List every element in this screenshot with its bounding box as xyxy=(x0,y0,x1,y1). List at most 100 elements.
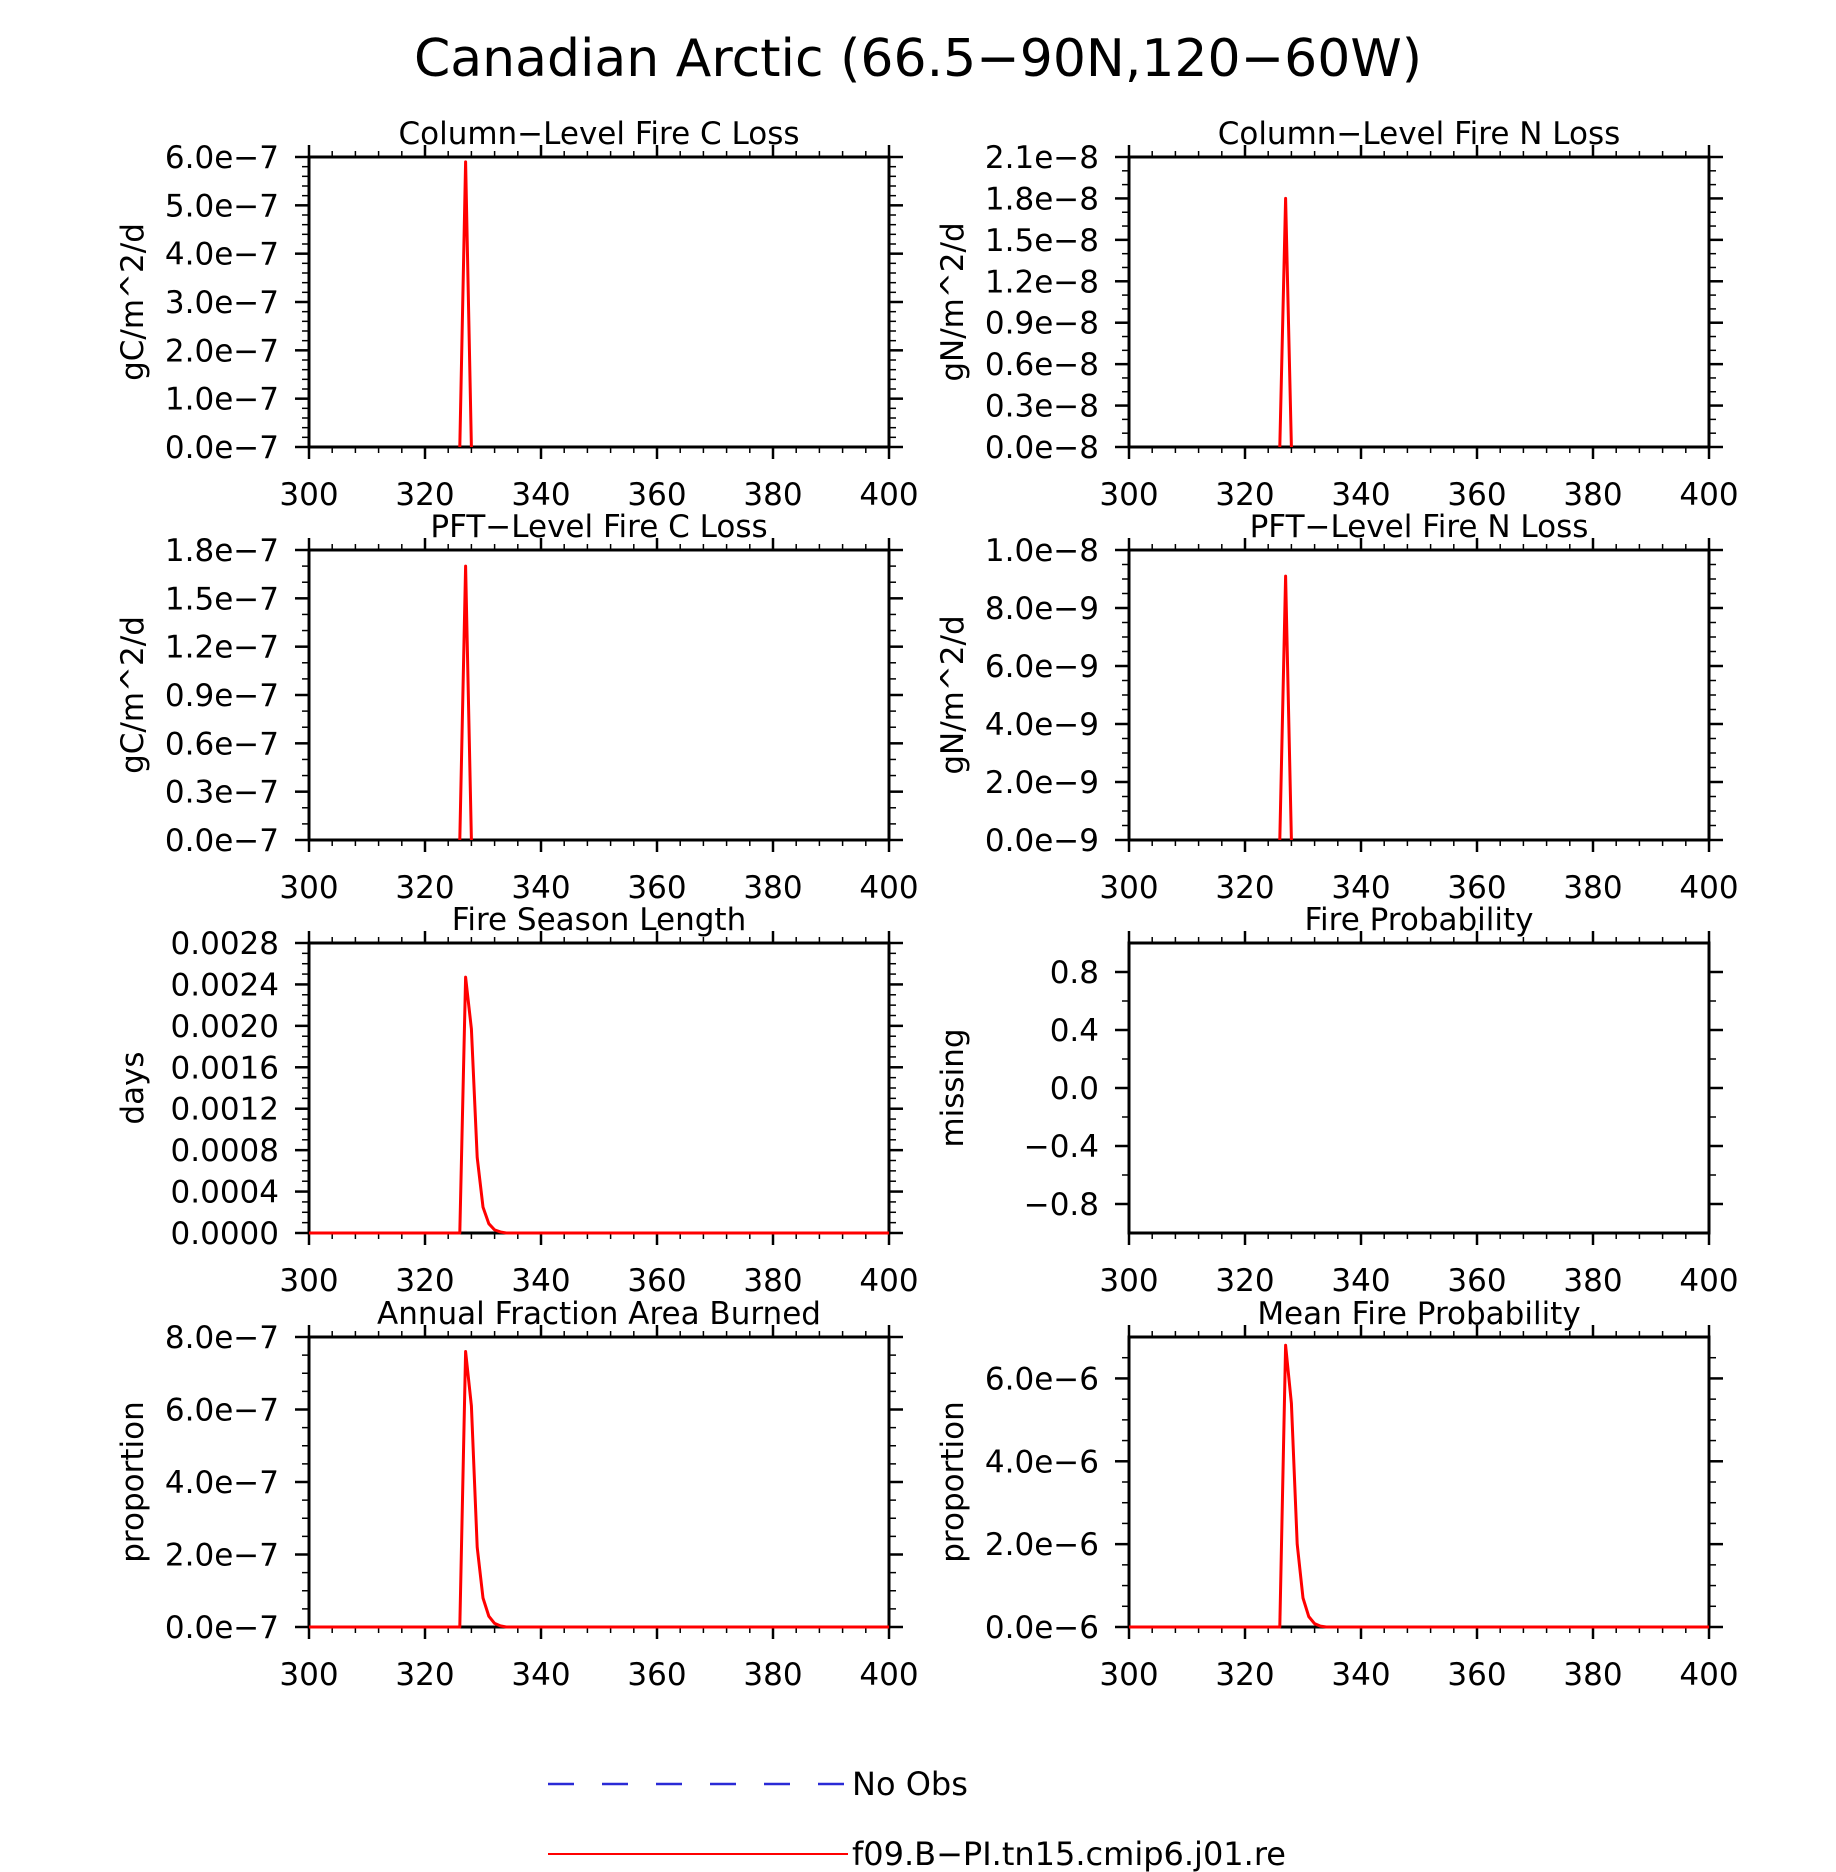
y-tick-label: 0.0020 xyxy=(171,1009,279,1045)
x-tick-label: 340 xyxy=(1331,1263,1390,1299)
y-tick-label: 0.0e−8 xyxy=(985,430,1099,466)
y-tick-label: 1.2e−7 xyxy=(165,630,279,666)
x-tick-label: 320 xyxy=(395,477,454,513)
y-tick-label: 0.0e−7 xyxy=(165,1610,279,1646)
x-tick-label: 400 xyxy=(1679,1657,1738,1693)
y-tick-label: 0.9e−8 xyxy=(985,306,1099,342)
x-tick-label: 300 xyxy=(1099,477,1158,513)
y-tick-label: 2.0e−7 xyxy=(165,1538,279,1574)
y-axis-label: proportion xyxy=(115,1401,151,1562)
x-tick-label: 400 xyxy=(1679,870,1738,906)
y-tick-label: 0.0e−7 xyxy=(165,823,279,859)
x-tick-label: 360 xyxy=(627,1657,686,1693)
chart-panel-3: PFT−Level Fire C Loss gC/m^2/d 300 320 340 36… xyxy=(115,509,919,906)
x-tick-label: 360 xyxy=(1447,1657,1506,1693)
x-tick-label: 300 xyxy=(279,1263,338,1299)
y-axis-label: gC/m^2/d xyxy=(115,616,151,774)
y-tick-label: 0.3e−8 xyxy=(985,389,1099,425)
y-tick-label: −0.8 xyxy=(1024,1187,1099,1223)
y-tick-label: 1.8e−7 xyxy=(165,533,279,569)
x-tick-label: 360 xyxy=(1447,477,1506,513)
x-tick-label: 340 xyxy=(511,1263,570,1299)
y-tick-label: 0.0000 xyxy=(171,1216,279,1252)
y-tick-label: 0.6e−8 xyxy=(985,347,1099,383)
series-line-1 xyxy=(1129,1343,1709,1629)
x-tick-label: 400 xyxy=(859,870,918,906)
y-tick-label: 1.0e−8 xyxy=(985,533,1099,569)
x-tick-label: 340 xyxy=(1331,870,1390,906)
x-tick-label: 320 xyxy=(395,1263,454,1299)
x-tick-label: 400 xyxy=(1679,1263,1738,1299)
x-tick-label: 380 xyxy=(1563,477,1622,513)
y-tick-label: 4.0e−9 xyxy=(985,707,1099,743)
x-tick-label: 360 xyxy=(627,477,686,513)
y-axis-label: gN/m^2/d xyxy=(935,222,971,381)
x-tick-label: 320 xyxy=(1215,1263,1274,1299)
y-tick-label: 6.0e−9 xyxy=(985,649,1099,685)
chart-title: Annual Fraction Area Burned xyxy=(377,1296,821,1332)
series-line-1 xyxy=(458,160,473,448)
chart-title: Mean Fire Probability xyxy=(1257,1296,1580,1332)
plot-frame xyxy=(1127,155,1711,449)
chart-panel-7: Annual Fraction Area Burned proportion 300… xyxy=(115,1296,919,1693)
x-tick-label: 380 xyxy=(1563,1263,1622,1299)
y-tick-label: 0.0e−7 xyxy=(165,430,279,466)
chart-panel-4: PFT−Level Fire N Loss gN/m^2/d 300 320 340 36… xyxy=(935,509,1739,906)
y-tick-label: 2.0e−9 xyxy=(985,765,1099,801)
chart-title: PFT−Level Fire C Loss xyxy=(430,509,767,545)
x-tick-label: 380 xyxy=(743,1263,802,1299)
series-line-1 xyxy=(1278,196,1293,448)
x-tick-label: 380 xyxy=(1563,870,1622,906)
y-tick-label: 2.0e−6 xyxy=(985,1527,1099,1563)
series-line-1 xyxy=(1278,574,1293,841)
y-tick-label: 0.0e−9 xyxy=(985,823,1099,859)
chart-panel-1: Column−Level Fire C Loss gC/m^2/d 300 320 34… xyxy=(115,116,919,513)
x-tick-label: 340 xyxy=(1331,477,1390,513)
y-tick-label: 5.0e−7 xyxy=(165,188,279,224)
x-tick-label: 400 xyxy=(859,1263,918,1299)
x-tick-label: 320 xyxy=(395,1657,454,1693)
x-tick-label: 360 xyxy=(1447,1263,1506,1299)
y-tick-label: 0.0024 xyxy=(171,967,279,1003)
series-line-1 xyxy=(309,1350,889,1629)
y-tick-label: 1.5e−7 xyxy=(165,581,279,617)
y-tick-label: 4.0e−7 xyxy=(165,1465,279,1501)
y-tick-label: 4.0e−6 xyxy=(985,1444,1099,1480)
x-tick-label: 320 xyxy=(1215,1657,1274,1693)
y-tick-label: 1.2e−8 xyxy=(985,264,1099,300)
y-tick-label: 0.4 xyxy=(1050,1013,1099,1049)
y-tick-label: 4.0e−7 xyxy=(165,237,279,273)
chart-panel-8: Mean Fire Probability proportion 300 320 340… xyxy=(935,1296,1739,1693)
y-tick-label: 1.8e−8 xyxy=(985,181,1099,217)
y-tick-label: 0.0e−6 xyxy=(985,1610,1099,1646)
x-tick-label: 400 xyxy=(1679,477,1738,513)
chart-panel-2: Column−Level Fire N Loss gN/m^2/d 300 320 34… xyxy=(935,116,1739,513)
y-tick-label: 0.0004 xyxy=(171,1175,279,1211)
x-tick-label: 380 xyxy=(743,1657,802,1693)
x-tick-label: 300 xyxy=(279,870,338,906)
x-tick-label: 320 xyxy=(1215,477,1274,513)
x-tick-label: 340 xyxy=(511,870,570,906)
x-tick-label: 360 xyxy=(1447,870,1506,906)
series-line-1 xyxy=(309,975,889,1235)
y-tick-label: 0.0012 xyxy=(171,1092,279,1128)
x-tick-label: 400 xyxy=(859,1657,918,1693)
x-tick-label: 300 xyxy=(1099,1263,1158,1299)
y-tick-label: 1.0e−7 xyxy=(165,382,279,418)
x-tick-label: 340 xyxy=(511,1657,570,1693)
x-tick-label: 400 xyxy=(859,477,918,513)
x-tick-label: 300 xyxy=(279,477,338,513)
y-axis-label: gN/m^2/d xyxy=(935,615,971,774)
chart-panels: Column−Level Fire C Loss gC/m^2/d 300 320 34… xyxy=(115,116,1739,1693)
x-tick-label: 360 xyxy=(627,1263,686,1299)
y-tick-label: 6.0e−7 xyxy=(165,1393,279,1429)
y-tick-label: 0.0028 xyxy=(171,926,279,962)
chart-title: Fire Probability xyxy=(1304,902,1533,938)
x-tick-label: 320 xyxy=(395,870,454,906)
x-tick-label: 380 xyxy=(743,870,802,906)
y-tick-label: 1.5e−8 xyxy=(985,223,1099,259)
chart-panel-6: Fire Probability missing 300 320 340 360 380 40… xyxy=(935,902,1739,1299)
x-tick-label: 340 xyxy=(511,477,570,513)
chart-panel-5: Fire Season Length days 300 320 340 360 380 400… xyxy=(115,902,919,1299)
